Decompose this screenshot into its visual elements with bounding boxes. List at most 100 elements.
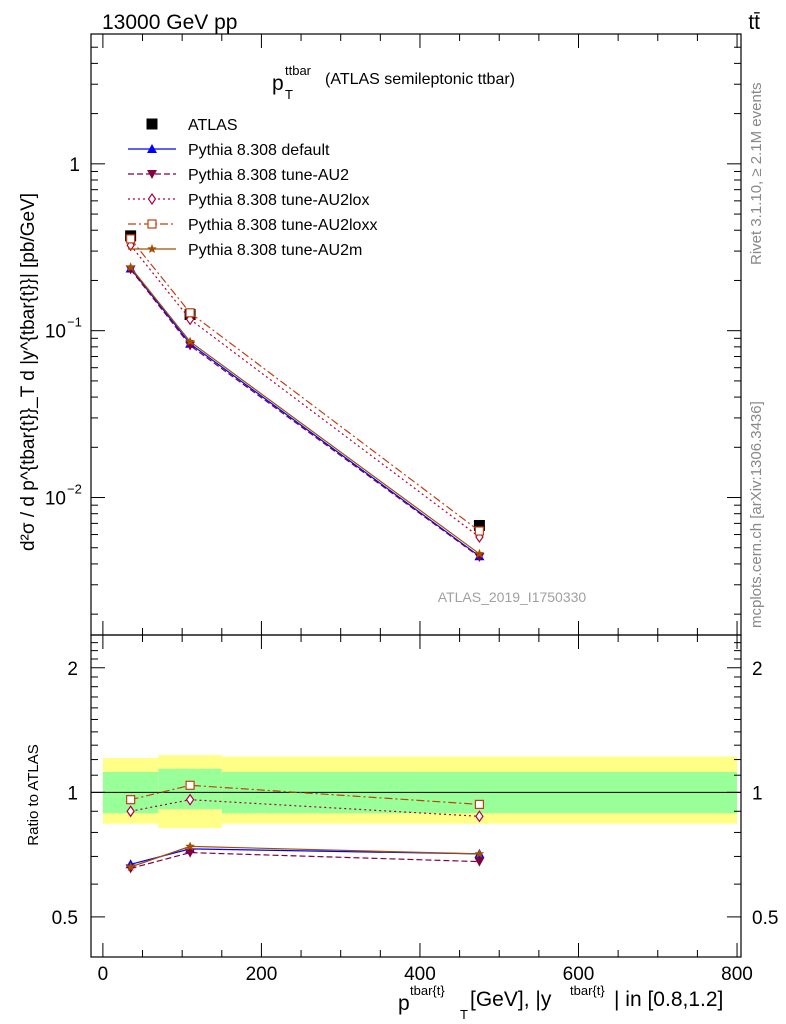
- legend-label: Pythia 8.308 default: [188, 142, 330, 159]
- ratio-x-tick-labels: 0 200 400 600 800: [98, 964, 753, 985]
- ratio-line-au2loxx: [130, 784, 480, 805]
- ratio-x-tick-label: 0: [98, 964, 109, 985]
- ratio-y-tick-label-right: 0.5: [752, 908, 778, 929]
- series-line-au2: [130, 269, 480, 558]
- tick-base: 1: [69, 155, 80, 176]
- legend-label: Pythia 8.308 tune-AU2m: [188, 242, 362, 259]
- ratio-point-au2: [185, 848, 196, 858]
- main-title: p ttbar T (ATLAS semileptonic ttbar): [272, 63, 515, 102]
- series-line-au2lox: [130, 244, 480, 538]
- legend-item-au2m: Pythia 8.308 tune-AU2m: [128, 242, 362, 259]
- xlabel-tail: | in [0.8,1.2]: [614, 988, 723, 1011]
- main-panel: ATLAS_2019_I1750330 p ttbar T (ATLAS sem…: [45, 33, 742, 636]
- series-line-au2loxx: [130, 238, 480, 532]
- main-axis-ticks: [91, 33, 741, 635]
- legend-item-atlas: ATLAS: [146, 117, 238, 134]
- ratio-y-axis-label: Ratio to ATLAS: [25, 744, 42, 845]
- ratio-panel: 0.5 0.5 1 1 2 2 0 200 400 600 800: [52, 634, 779, 985]
- title-sup: ttbar: [285, 63, 312, 78]
- legend-item-au2lox: Pythia 8.308 tune-AU2lox: [128, 192, 369, 209]
- data-point-au2: [125, 265, 136, 275]
- mcplots-label: mcplots.cern.ch [arXiv:1306.3436]: [748, 401, 765, 628]
- series-default: [125, 263, 485, 561]
- legend-item-au2loxx: Pythia 8.308 tune-AU2loxx: [128, 217, 377, 234]
- energy-label: 13000 GeV pp: [102, 11, 237, 34]
- ratio-frame: [90, 634, 742, 958]
- ratio-series-au2loxx: [126, 780, 485, 810]
- legend-label: Pythia 8.308 tune-AU2lox: [188, 192, 369, 209]
- legend-item-default: Pythia 8.308 default: [128, 142, 330, 159]
- series-au2loxx: [126, 234, 485, 536]
- xlabel-sub: T: [460, 1007, 468, 1022]
- legend: ATLAS Pythia 8.308 default Pythia 8.308 tu…: [128, 117, 377, 259]
- legend-marker: [147, 244, 157, 254]
- ratio-point-au2loxx: [185, 780, 195, 790]
- xlabel-main: p: [398, 992, 410, 1015]
- xlabel-rest: [GeV], |y: [470, 988, 552, 1011]
- ratio-x-tick-label: 200: [246, 964, 278, 985]
- legend-marker: [147, 219, 157, 229]
- data-point-au2loxx: [185, 308, 195, 318]
- x-axis-label: p tbar{t} T [GeV], |y tbar{t} | in [0.8,…: [398, 983, 723, 1022]
- xlabel-sup: tbar{t}: [410, 983, 445, 998]
- legend-marker: [147, 144, 157, 153]
- rivet-label: Rivet 3.1.10, ≥ 2.1M events: [748, 83, 765, 266]
- main-y-axis-label: d²σ / d p^{tbar{t}}_T d |y^{tbar{t}}| [p…: [18, 193, 39, 551]
- ratio-x-tick-label: 800: [721, 964, 753, 985]
- ratio-y-tick-label-right: 1: [752, 783, 763, 804]
- ratio-x-tick-label: 600: [563, 964, 595, 985]
- main-y-tick-label: 10 −1: [45, 315, 82, 343]
- ratio-axis-ticks: [91, 634, 741, 958]
- main-y-tick-label: 1: [69, 155, 80, 176]
- legend-marker: [147, 192, 157, 206]
- series-line-au2m: [130, 266, 480, 555]
- data-point-au2m: [474, 548, 485, 558]
- tick-exponent: −2: [67, 482, 82, 497]
- legend-label: Pythia 8.308 tune-AU2: [188, 167, 349, 184]
- series-line-default: [130, 268, 480, 557]
- xlabel-sup2: tbar{t}: [570, 983, 605, 998]
- analysis-watermark: ATLAS_2019_I1750330: [438, 589, 587, 605]
- ratio-point-au2lox: [475, 810, 484, 823]
- data-point-au2m: [185, 336, 195, 346]
- tick-base: 10: [45, 322, 66, 343]
- data-point-au2loxx: [474, 526, 485, 536]
- legend-label: ATLAS: [188, 117, 238, 134]
- legend-label: Pythia 8.308 tune-AU2loxx: [188, 217, 377, 234]
- main-series: [125, 230, 485, 563]
- ratio-y-tick-label-left: 0.5: [52, 908, 78, 929]
- ratio-y-tick-label-right: 2: [752, 659, 763, 680]
- ratio-series-au2m: [125, 841, 485, 872]
- series-atlas: [125, 230, 485, 531]
- tick-exponent: −1: [67, 315, 82, 330]
- ratio-point-au2loxx: [474, 799, 485, 810]
- ratio-y-tick-label-left: 2: [67, 659, 78, 680]
- ratio-line-au2: [130, 851, 480, 869]
- ratio-series-au2lox: [126, 793, 484, 823]
- title-rest: (ATLAS semileptonic ttbar): [325, 71, 515, 88]
- ratio-point-au2m: [474, 848, 485, 858]
- data-point-au2: [474, 553, 485, 563]
- ratio-point-au2m: [125, 862, 136, 872]
- legend-item-au2: Pythia 8.308 tune-AU2: [128, 167, 349, 184]
- ratio-uncertainty-bands: [102, 755, 738, 828]
- main-y-tick-labels: 10 −210 −11: [45, 155, 82, 510]
- ratio-point-au2m: [185, 841, 195, 851]
- main-y-tick-label: 10 −2: [45, 482, 82, 510]
- ratio-y-tick-labels: 0.5 0.5 1 1 2 2: [52, 659, 779, 929]
- data-point-au2m: [125, 262, 136, 272]
- data-point-au2loxx: [126, 234, 136, 244]
- legend-marker: [146, 118, 158, 130]
- ratio-point-au2lox: [126, 805, 135, 818]
- title-sub: T: [285, 87, 293, 102]
- series-au2m: [125, 262, 485, 558]
- process-label: tt̄: [748, 11, 760, 34]
- series-au2lox: [126, 239, 484, 544]
- title-main: p: [272, 72, 284, 95]
- legend-marker: [147, 170, 157, 179]
- ratio-point-au2lox: [185, 793, 195, 806]
- ratio-y-tick-label-left: 1: [67, 783, 78, 804]
- ratio-point-au2: [474, 857, 485, 867]
- data-point-atlas: [473, 519, 485, 531]
